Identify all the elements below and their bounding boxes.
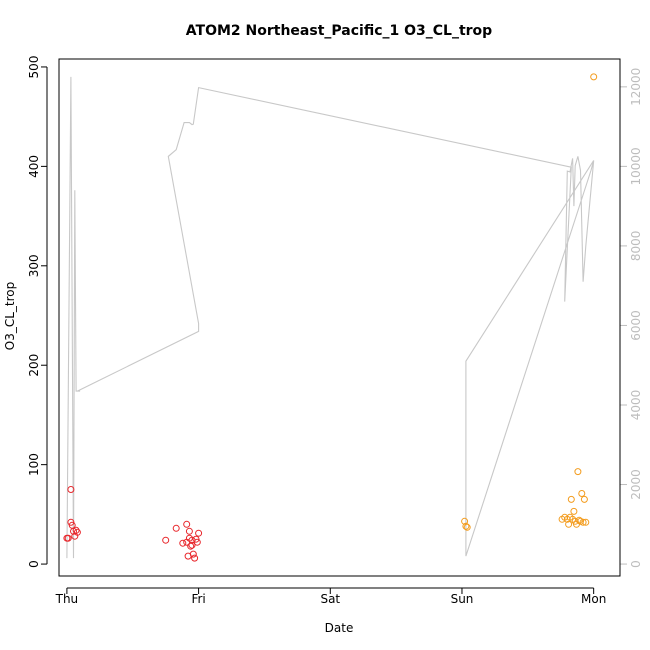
data-point [578, 490, 586, 497]
data-point [575, 516, 583, 524]
altitude-series-line [66, 76, 595, 559]
data-point [565, 520, 573, 528]
left-tick-label: 200 [27, 354, 41, 377]
left-tick-label: 500 [27, 56, 41, 79]
data-point [172, 524, 180, 532]
data-point [188, 541, 196, 549]
left-tick-label: 300 [27, 254, 41, 277]
data-point [162, 536, 170, 544]
x-tick-label: Sat [320, 592, 340, 606]
left-tick-label: 100 [27, 453, 41, 476]
data-point [189, 550, 197, 558]
x-tick-label: Mon [581, 592, 606, 606]
right-y-axis: 0 2000 4000 6000 8000 10000 12000 [619, 68, 643, 568]
data-point [64, 534, 72, 542]
x-axis: Thu Fri Sat Sun Mon [55, 587, 606, 606]
data-point [461, 517, 469, 525]
right-tick-label: 0 [629, 560, 643, 568]
data-point [191, 554, 199, 562]
data-point [183, 520, 191, 528]
chart-title: ATOM2 Northeast_Pacific_1 O3_CL_trop [186, 23, 492, 39]
left-tick-label: 400 [27, 155, 41, 178]
data-point [73, 528, 81, 536]
data-point [195, 529, 203, 537]
y-axis-label: O3_CL_trop [3, 282, 17, 350]
data-point [574, 468, 582, 476]
right-tick-label: 6000 [629, 310, 643, 341]
data-point [179, 539, 187, 547]
data-point [582, 518, 590, 526]
data-point [185, 527, 193, 535]
right-tick-label: 2000 [629, 469, 643, 500]
data-point [590, 73, 598, 81]
x-tick-label: Sun [451, 592, 474, 606]
data-point [567, 495, 575, 503]
data-point [570, 507, 578, 515]
right-tick-label: 4000 [629, 390, 643, 421]
data-point [463, 523, 471, 531]
right-tick-label: 10000 [629, 147, 643, 185]
data-points-layer [63, 73, 598, 562]
plot-frame [58, 58, 621, 577]
data-point [579, 518, 587, 526]
altitude-line-layer [66, 76, 595, 559]
data-point [193, 538, 201, 546]
x-tick-label: Thu [55, 592, 79, 606]
x-axis-label: Date [325, 621, 354, 635]
data-point [67, 486, 75, 493]
data-point [72, 526, 80, 534]
data-point [580, 495, 588, 503]
right-tick-label: 12000 [629, 68, 643, 106]
left-tick-label: 0 [27, 560, 41, 568]
x-tick-label: Fri [191, 592, 205, 606]
right-tick-label: 8000 [629, 231, 643, 262]
data-point [462, 522, 470, 530]
left-y-axis: 0 100 200 300 400 500 [27, 56, 48, 568]
